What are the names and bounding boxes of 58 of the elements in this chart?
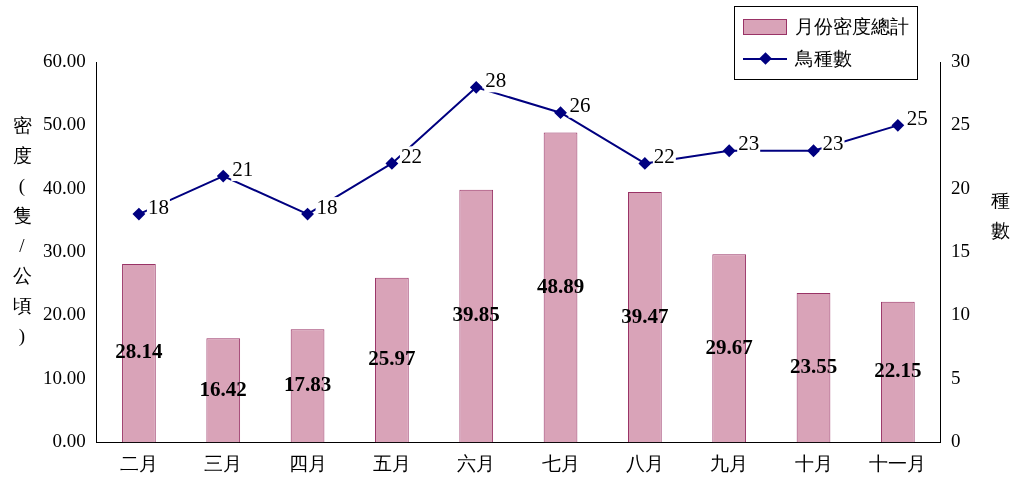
y-tick-label: 10.00 xyxy=(43,366,86,388)
data-label: 28 xyxy=(485,67,507,92)
point xyxy=(470,81,483,94)
point xyxy=(217,170,230,183)
data-label: 28.14 xyxy=(115,339,164,364)
x-tick-label: 九月 xyxy=(710,452,749,474)
data-label: 18 xyxy=(316,194,338,219)
point xyxy=(301,208,314,221)
x-tick-label: 十月 xyxy=(794,452,833,474)
y-tick-label: 0.00 xyxy=(52,430,86,452)
point xyxy=(723,144,736,157)
data-label: 18 xyxy=(147,194,169,219)
x-tick-label: 六月 xyxy=(457,452,496,474)
x-tick-label: 三月 xyxy=(204,452,243,474)
point xyxy=(132,208,145,221)
y2-axis-title: 種數 xyxy=(990,189,1010,241)
y2-tick-label: 15 xyxy=(951,240,970,262)
y2-tick-label: 5 xyxy=(951,366,961,388)
data-label: 22.15 xyxy=(874,358,922,383)
x-tick-label: 八月 xyxy=(625,452,664,474)
x-tick-label: 十一月 xyxy=(869,452,927,474)
y-tick-label: 60.00 xyxy=(43,49,86,71)
y2-tick-label: 30 xyxy=(951,49,970,71)
point xyxy=(807,144,820,157)
data-label: 25 xyxy=(906,105,928,130)
data-label: 26 xyxy=(569,93,591,118)
y-axis-title: 密度(隻/公頃) xyxy=(12,114,32,347)
data-label: 22 xyxy=(653,143,675,168)
data-label: 39.85 xyxy=(452,302,500,327)
data-label: 25.97 xyxy=(368,346,416,371)
data-label: 48.89 xyxy=(536,273,585,298)
y2-tick-label: 25 xyxy=(951,113,970,135)
x-tick-label: 五月 xyxy=(372,452,411,474)
point xyxy=(638,157,651,170)
x-tick-label: 二月 xyxy=(119,452,158,474)
y-tick-label: 20.00 xyxy=(43,303,86,325)
data-label: 22 xyxy=(400,143,422,168)
legend-label: 鳥種數 xyxy=(795,47,852,71)
y-tick-label: 30.00 xyxy=(43,240,86,262)
x-tick-label: 七月 xyxy=(541,452,580,474)
data-label: 23 xyxy=(822,131,844,156)
point xyxy=(385,157,398,170)
x-tick-label: 四月 xyxy=(288,452,327,474)
point xyxy=(554,106,567,119)
y-tick-label: 50.00 xyxy=(43,113,86,135)
data-label: 39.47 xyxy=(621,303,669,328)
data-label: 29.67 xyxy=(705,334,753,359)
point xyxy=(891,119,904,132)
y2-tick-label: 20 xyxy=(951,176,970,198)
data-label: 23 xyxy=(738,131,760,156)
data-label: 16.42 xyxy=(199,376,247,401)
data-label: 21 xyxy=(232,156,254,181)
legend-label: 月份密度總計 xyxy=(795,15,909,39)
y2-tick-label: 10 xyxy=(951,303,970,325)
y-tick-label: 40.00 xyxy=(43,176,86,198)
data-label: 17.83 xyxy=(283,372,332,397)
data-label: 23.55 xyxy=(789,354,838,379)
y2-tick-label: 0 xyxy=(951,430,961,452)
